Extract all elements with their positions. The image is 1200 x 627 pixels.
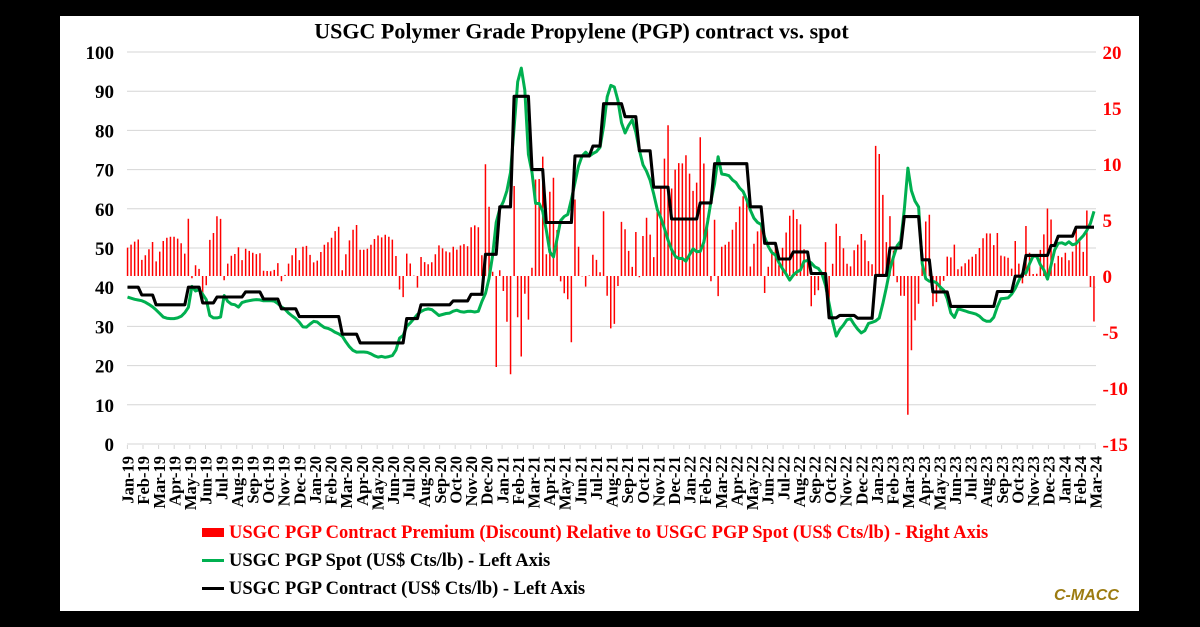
svg-text:Oct-22: Oct-22	[821, 456, 840, 504]
svg-text:Dec-23: Dec-23	[1040, 456, 1059, 505]
svg-text:80: 80	[95, 121, 114, 142]
svg-text:-15: -15	[1103, 435, 1128, 456]
svg-text:10: 10	[1103, 155, 1122, 176]
svg-text:Jul-19: Jul-19	[212, 456, 231, 500]
svg-text:Apr-23: Apr-23	[915, 456, 934, 506]
svg-text:Nov-20: Nov-20	[462, 456, 481, 506]
svg-text:Jul-22: Jul-22	[774, 456, 793, 500]
svg-text:Sep-22: Sep-22	[806, 456, 825, 504]
svg-text:Jan-23: Jan-23	[868, 456, 887, 504]
svg-text:Mar-21: Mar-21	[525, 456, 544, 509]
svg-text:40: 40	[95, 278, 114, 299]
svg-text:20: 20	[95, 357, 114, 378]
svg-text:60: 60	[95, 200, 114, 221]
svg-text:Dec-21: Dec-21	[665, 456, 684, 505]
svg-text:May-20: May-20	[368, 456, 387, 510]
svg-text:Mar-20: Mar-20	[337, 456, 356, 509]
svg-text:Mar-24: Mar-24	[1087, 456, 1106, 509]
svg-text:Feb-19: Feb-19	[134, 456, 153, 505]
svg-text:Jun-21: Jun-21	[571, 456, 590, 505]
svg-text:Jun-23: Jun-23	[946, 456, 965, 505]
svg-text:USGC PGP Contract (US$ Cts/lb): USGC PGP Contract (US$ Cts/lb) - Left Ax…	[229, 579, 585, 599]
svg-text:90: 90	[95, 82, 114, 103]
svg-text:Oct-19: Oct-19	[259, 456, 278, 504]
svg-text:Dec-20: Dec-20	[478, 456, 497, 505]
svg-text:Jan-24: Jan-24	[1055, 456, 1074, 504]
svg-text:Aug-19: Aug-19	[228, 456, 247, 507]
svg-text:C-MACC: C-MACC	[1054, 587, 1119, 604]
svg-text:Oct-20: Oct-20	[446, 456, 465, 504]
svg-text:Apr-20: Apr-20	[353, 456, 372, 506]
svg-text:Apr-19: Apr-19	[165, 456, 184, 506]
svg-text:Jul-20: Jul-20	[400, 456, 419, 500]
svg-text:Jan-21: Jan-21	[493, 456, 512, 504]
svg-text:Dec-19: Dec-19	[290, 456, 309, 505]
svg-text:Feb-22: Feb-22	[696, 456, 715, 505]
svg-text:Oct-21: Oct-21	[634, 456, 653, 504]
svg-text:May-19: May-19	[181, 456, 200, 510]
svg-text:USGC PGP Spot (US$ Cts/lb) - L: USGC PGP Spot (US$ Cts/lb) - Left Axis	[229, 551, 550, 571]
svg-text:Sep-21: Sep-21	[618, 456, 637, 504]
svg-text:Aug-20: Aug-20	[415, 456, 434, 507]
svg-text:May-22: May-22	[743, 456, 762, 510]
svg-text:USGC PGP Contract Premium (Dis: USGC PGP Contract Premium (Discount) Rel…	[229, 523, 988, 543]
svg-text:May-21: May-21	[556, 456, 575, 510]
svg-text:Apr-21: Apr-21	[540, 456, 559, 506]
svg-text:20: 20	[1103, 43, 1122, 64]
svg-text:USGC Polymer Grade Propylene (: USGC Polymer Grade Propylene (PGP) contr…	[314, 19, 849, 44]
svg-text:Jun-19: Jun-19	[197, 456, 216, 505]
svg-text:10: 10	[95, 396, 114, 417]
svg-text:-5: -5	[1103, 323, 1119, 344]
svg-text:Feb-21: Feb-21	[509, 456, 528, 505]
svg-text:Dec-22: Dec-22	[852, 456, 871, 505]
svg-text:Aug-23: Aug-23	[977, 456, 996, 507]
svg-text:5: 5	[1103, 211, 1113, 232]
svg-text:Mar-19: Mar-19	[150, 456, 169, 509]
svg-text:70: 70	[95, 161, 114, 182]
svg-text:Feb-20: Feb-20	[322, 456, 341, 505]
svg-text:Jun-22: Jun-22	[759, 456, 778, 505]
svg-text:May-23: May-23	[930, 456, 949, 510]
svg-text:0: 0	[1103, 267, 1113, 288]
svg-text:Sep-23: Sep-23	[993, 456, 1012, 504]
svg-text:Sep-19: Sep-19	[244, 456, 263, 504]
svg-text:Aug-22: Aug-22	[790, 456, 809, 507]
svg-text:Jul-23: Jul-23	[962, 456, 981, 500]
svg-text:15: 15	[1103, 99, 1122, 120]
svg-text:-10: -10	[1103, 379, 1128, 400]
svg-text:Apr-22: Apr-22	[727, 456, 746, 506]
svg-text:Oct-23: Oct-23	[1008, 456, 1027, 504]
svg-text:Aug-21: Aug-21	[603, 456, 622, 507]
svg-text:Feb-23: Feb-23	[884, 456, 903, 505]
svg-text:100: 100	[86, 43, 115, 64]
svg-text:0: 0	[105, 435, 115, 456]
svg-text:Sep-20: Sep-20	[431, 456, 450, 504]
svg-text:Nov-22: Nov-22	[837, 456, 856, 506]
svg-text:Jul-21: Jul-21	[587, 456, 606, 500]
svg-text:Nov-21: Nov-21	[649, 456, 668, 506]
svg-text:Nov-19: Nov-19	[275, 456, 294, 506]
svg-text:50: 50	[95, 239, 114, 260]
svg-text:Jan-22: Jan-22	[681, 456, 700, 504]
svg-text:Jan-19: Jan-19	[119, 456, 138, 504]
svg-text:Jan-20: Jan-20	[306, 456, 325, 504]
svg-text:Feb-24: Feb-24	[1071, 456, 1090, 505]
svg-text:30: 30	[95, 317, 114, 338]
svg-text:Mar-22: Mar-22	[712, 456, 731, 509]
svg-text:Nov-23: Nov-23	[1024, 456, 1043, 506]
svg-text:Jun-20: Jun-20	[384, 456, 403, 505]
svg-text:Mar-23: Mar-23	[899, 456, 918, 509]
